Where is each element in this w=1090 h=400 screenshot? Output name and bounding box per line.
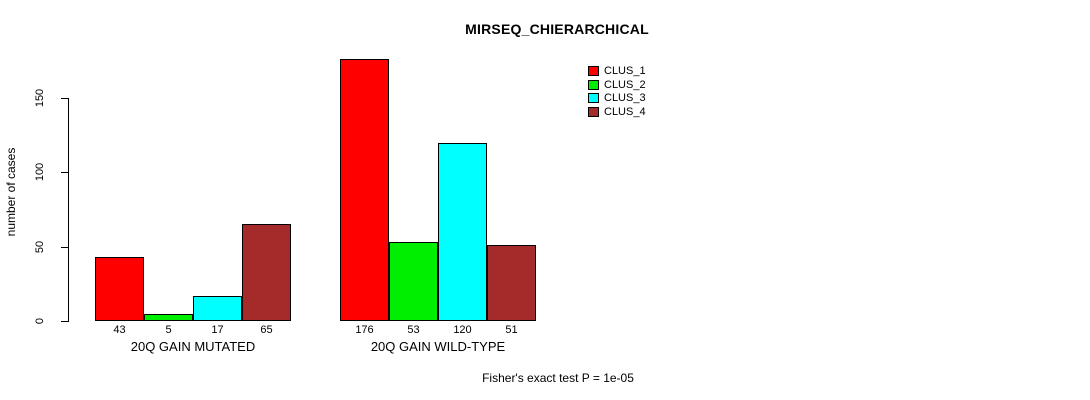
y-axis-tick [61, 321, 68, 322]
y-axis-tick [61, 172, 68, 174]
bar-clus_4-2 [487, 245, 536, 321]
chart-title: MIRSEQ_CHIERARCHICAL [465, 21, 649, 37]
legend-swatch-clus_3 [588, 93, 599, 103]
bar-clus_4-1 [242, 224, 291, 321]
legend-swatch-clus_4 [588, 106, 599, 117]
bar-clus_1-2 [340, 59, 389, 321]
y-axis-tick-label: 150 [34, 88, 46, 108]
legend-label: CLUS_1 [604, 65, 646, 77]
x-category-label: 20Q GAIN MUTATED [130, 339, 256, 354]
bar-value-label: 65 [260, 324, 273, 336]
legend-label: CLUS_4 [604, 105, 646, 118]
y-axis-tick [61, 246, 68, 248]
legend-label: CLUS_2 [604, 78, 646, 91]
bar-value-label: 53 [407, 324, 420, 336]
legend-swatch-clus_2 [588, 79, 599, 90]
bar-value-label: 5 [165, 324, 172, 336]
y-axis-tick-label: 100 [34, 163, 46, 182]
y-axis-label: number of cases [4, 147, 18, 237]
y-axis-line [68, 98, 69, 322]
bar-clus_2-2 [389, 242, 438, 321]
bar-clus_3-1 [193, 296, 242, 321]
stat-test-annotation: Fisher's exact test P = 1e-05 [482, 371, 634, 385]
y-axis-tick-label: 50 [34, 240, 46, 253]
x-category-label: 20Q GAIN WILD-TYPE [370, 339, 506, 354]
y-axis-tick [61, 98, 68, 100]
bar-clus_1-1 [95, 257, 144, 321]
bar-clus_3-2 [438, 143, 487, 321]
y-axis-tick-label: 0 [34, 317, 46, 325]
bar-value-label: 17 [211, 324, 224, 336]
legend-label: CLUS_3 [604, 92, 646, 104]
bar-value-label: 51 [505, 324, 518, 336]
bar-clus_2-1 [144, 314, 193, 321]
bar-value-label: 43 [113, 324, 126, 336]
bar-value-label: 176 [355, 324, 374, 336]
legend-swatch-clus_1 [588, 66, 599, 76]
bar-value-label: 120 [453, 324, 472, 336]
